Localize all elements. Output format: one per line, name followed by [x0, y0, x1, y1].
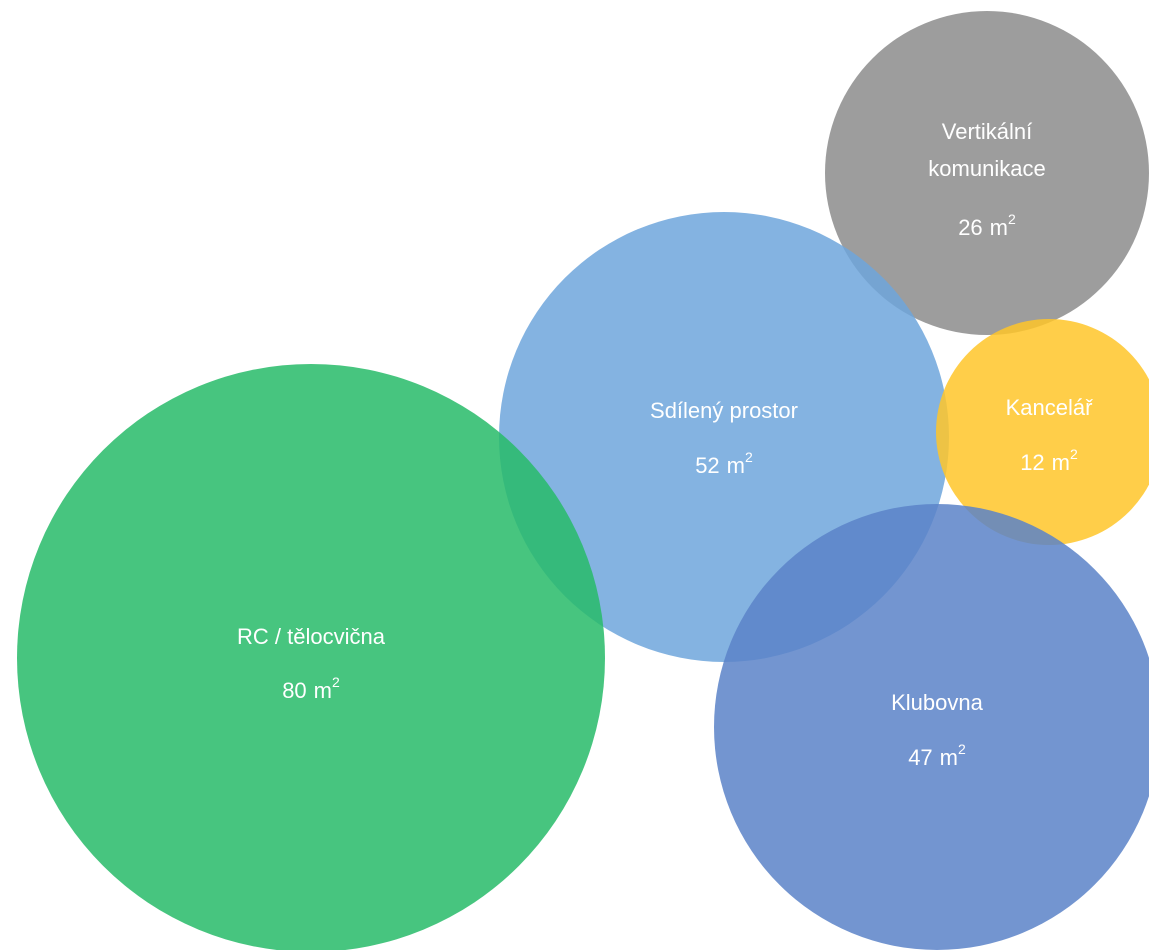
- area-unit: m: [940, 745, 958, 770]
- bubble-area-value: 26 m2: [958, 211, 1016, 240]
- bubble-label-klubovna: Klubovna 47 m2: [891, 690, 984, 770]
- bubble-name: RC / tělocvična: [237, 624, 386, 649]
- area-unit-exponent: 2: [958, 741, 966, 757]
- area-unit-exponent: 2: [745, 449, 753, 465]
- bubble-klubovna: [714, 504, 1149, 950]
- bubble-kancelar: [936, 319, 1149, 545]
- bubble-name: Sdílený prostor: [650, 398, 798, 423]
- bubble-label-rc-telocvicna: RC / tělocvična 80 m2: [237, 624, 386, 703]
- bubble-area-value: 47 m2: [908, 741, 966, 770]
- bubble-vertikalni-komunikace: [825, 11, 1149, 335]
- area-number: 26: [958, 215, 982, 240]
- bubble-label-sdileny-prostor: Sdílený prostor 52 m2: [650, 398, 798, 478]
- area-number: 12: [1020, 450, 1044, 475]
- bubble-area-value: 52 m2: [695, 449, 753, 478]
- area-unit-exponent: 2: [332, 674, 340, 690]
- bubble-name: Klubovna: [891, 690, 984, 715]
- area-number: 80: [282, 678, 306, 703]
- bubble-area-value: 12 m2: [1020, 446, 1078, 475]
- bubbles-layer: [17, 11, 1149, 950]
- bubble-name: Kancelář: [1006, 395, 1094, 420]
- area-number: 52: [695, 453, 719, 478]
- area-unit-exponent: 2: [1008, 211, 1016, 227]
- bubble-label-vertikalni-komunikace: Vertikální komunikace 26 m2: [928, 119, 1045, 240]
- area-unit: m: [990, 215, 1008, 240]
- area-number: 47: [908, 745, 932, 770]
- area-unit-exponent: 2: [1070, 446, 1078, 462]
- bubble-name: komunikace: [928, 156, 1045, 181]
- bubble-label-kancelar: Kancelář 12 m2: [1006, 395, 1094, 475]
- area-unit: m: [1052, 450, 1070, 475]
- area-unit: m: [727, 453, 745, 478]
- bubble-name: Vertikální: [942, 119, 1033, 144]
- bubble-rc-telocvicna: [17, 364, 605, 950]
- bubble-area-value: 80 m2: [282, 674, 340, 703]
- area-unit: m: [314, 678, 332, 703]
